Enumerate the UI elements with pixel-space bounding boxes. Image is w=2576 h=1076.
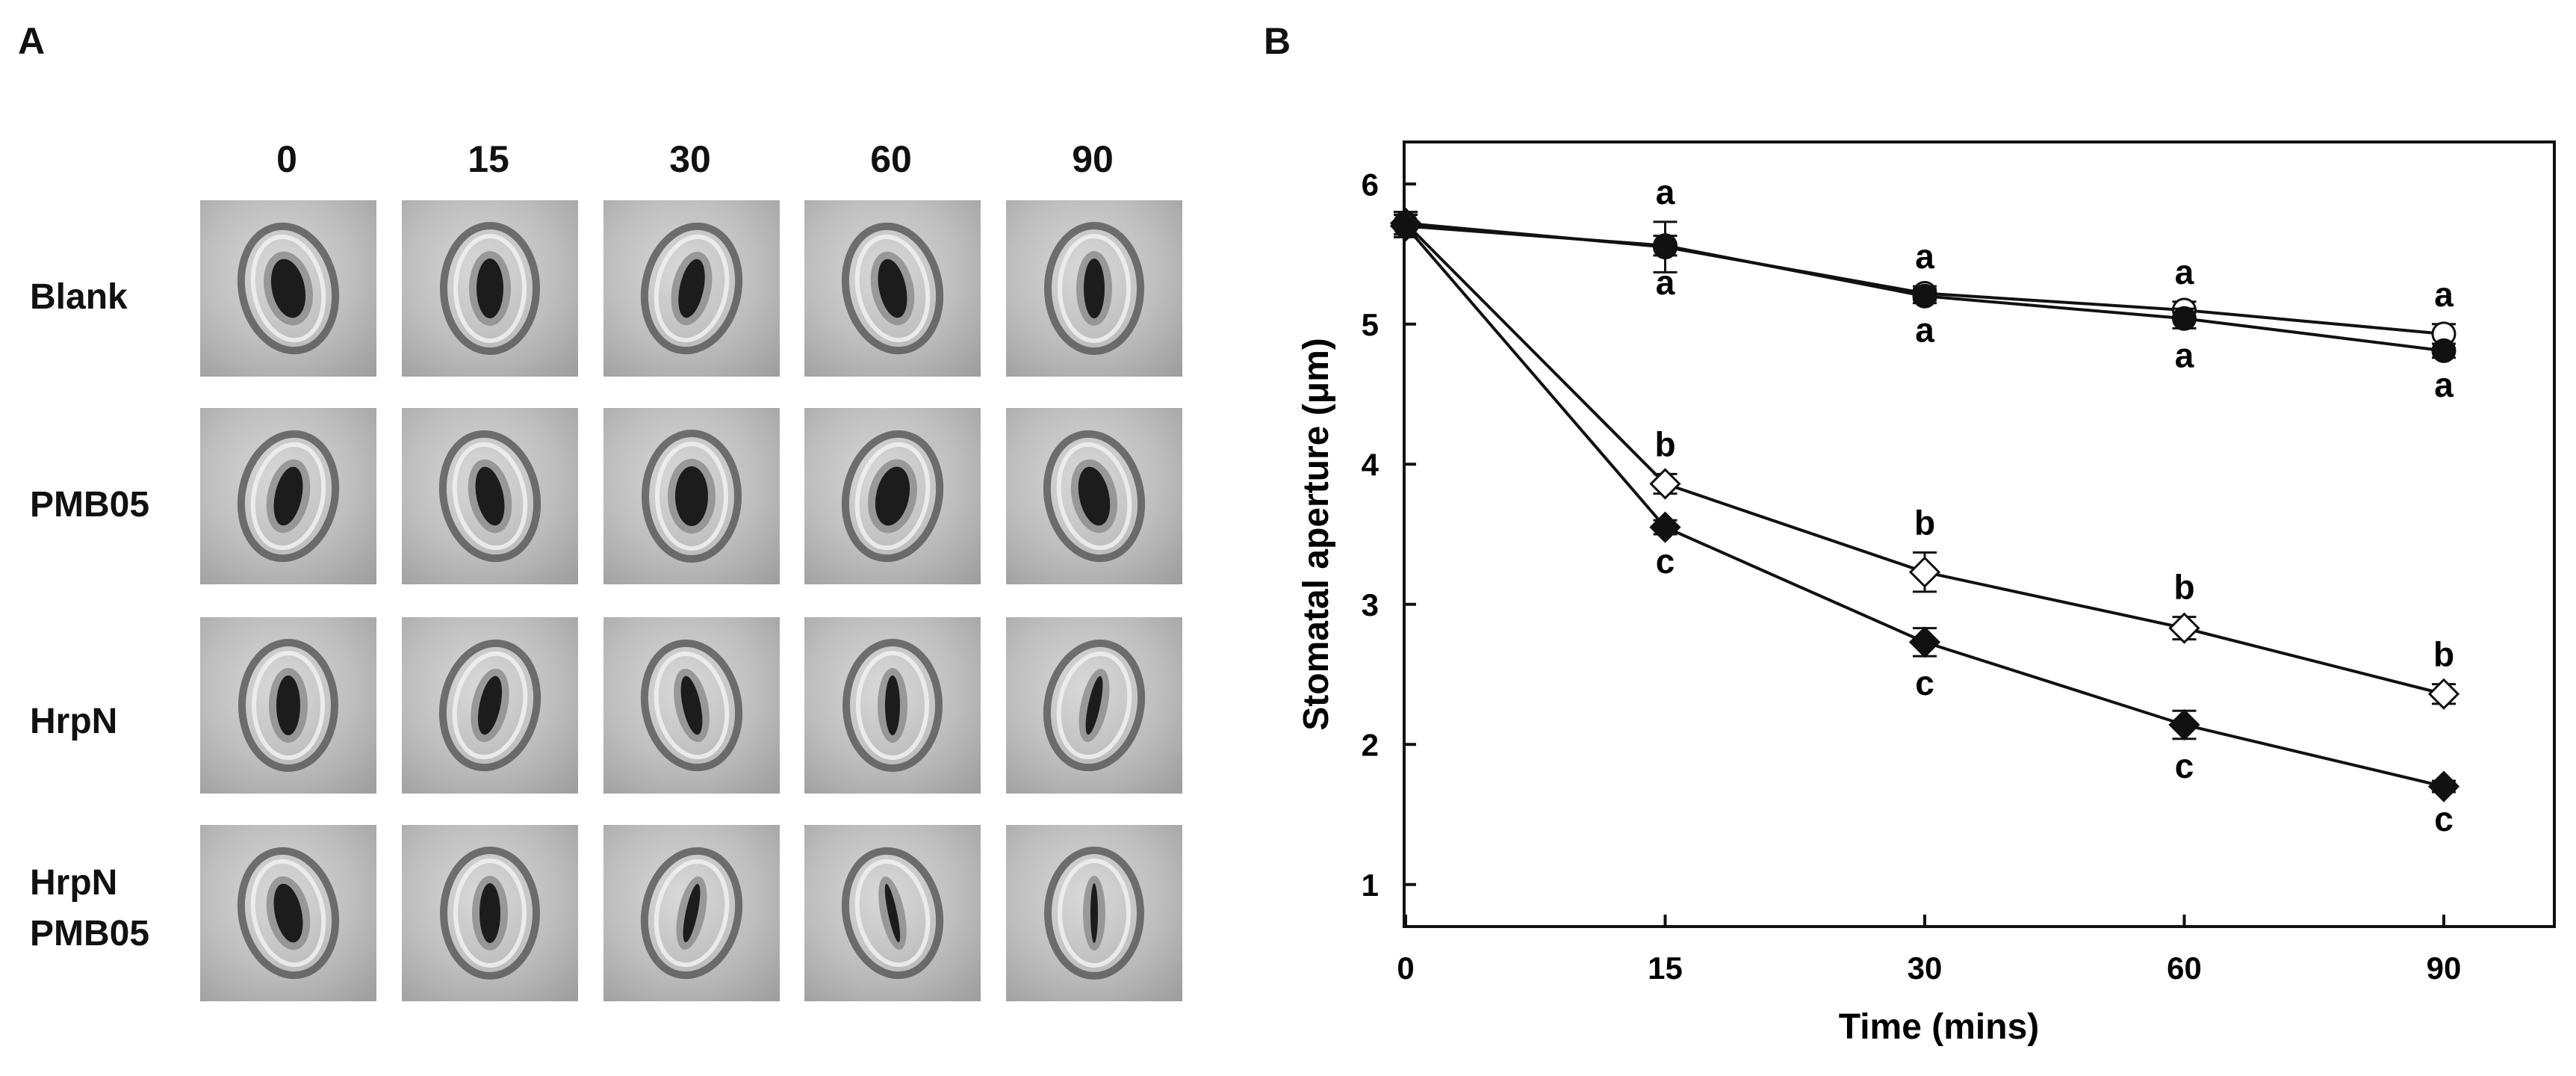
stomata-micrograph (804, 408, 981, 584)
significance-letter: a (2434, 365, 2454, 404)
stomata-micrograph (1006, 408, 1182, 584)
significance-letter: c (2175, 746, 2194, 785)
series-filled-diamond (1389, 210, 2460, 803)
data-point-circle (1912, 283, 1937, 309)
significance-letter: b (2433, 635, 2454, 674)
significance-letter: a (2175, 336, 2194, 374)
stomata-micrograph (603, 617, 780, 794)
significance-letter: c (1656, 542, 1675, 581)
significance-letter: a (1656, 173, 1675, 211)
significance-letter: a (1915, 237, 1934, 276)
column-header-60: 60 (870, 138, 912, 180)
data-point-circle (2431, 338, 2456, 363)
significance-letter: b (1914, 503, 1935, 542)
data-point-diamond (2168, 708, 2200, 741)
data-point-diamond (1649, 468, 1681, 500)
significance-letter: a (2175, 253, 2194, 291)
series-layer (1389, 207, 2460, 803)
x-axis-title: Time (mins) (1839, 1007, 2040, 1047)
x-tick-label: 15 (1648, 950, 1683, 986)
stomata-micrograph (200, 825, 376, 1001)
data-point-diamond (2168, 612, 2200, 644)
significance-letter: a (1656, 263, 1675, 302)
data-point-diamond (1389, 210, 1422, 242)
significance-letter: c (2434, 800, 2454, 838)
stomata-micrograph (603, 825, 780, 1001)
column-header-90: 90 (1072, 138, 1114, 180)
row-label-line: HrpN (30, 702, 118, 741)
x-tick-label: 90 (2427, 950, 2462, 986)
row-label-hrpn-pmb05: HrpN PMB05 (30, 858, 149, 959)
column-header-15: 15 (468, 138, 509, 180)
significance-letter: a (1915, 311, 1934, 350)
plot-frame (1403, 140, 2556, 928)
y-tick-label: 6 (1362, 167, 1379, 202)
column-header-30: 30 (669, 138, 711, 180)
stomata-micrograph (1006, 617, 1182, 794)
significance-letter: c (1915, 664, 1934, 702)
stomata-micrograph (402, 617, 578, 794)
row-label-pmb05: PMB05 (30, 480, 149, 531)
x-tick-label: 30 (1908, 950, 1943, 986)
y-tick-label: 5 (1362, 307, 1379, 342)
row-label-hrpn: HrpN (30, 696, 117, 747)
stomata-micrograph (804, 825, 981, 1001)
stomata-micrograph (200, 200, 376, 377)
data-point-diamond (1908, 626, 1941, 658)
panel-b-letter: B (1264, 20, 1291, 62)
y-tick-label: 3 (1362, 587, 1379, 622)
row-label-line: Blank (30, 277, 128, 317)
significance-letter: a (2434, 275, 2454, 314)
stomata-micrograph (1006, 825, 1182, 1001)
x-tick-label: 60 (2167, 950, 2202, 986)
stomata-micrograph (603, 408, 780, 584)
data-point-diamond (2427, 770, 2460, 803)
row-label-line: PMB05 (30, 485, 150, 525)
y-tick-label: 1 (1362, 868, 1379, 903)
column-header-0: 0 (276, 138, 297, 180)
y-axis-title: Stomatal aperture (μm) (1297, 338, 1336, 730)
row-label-line: HrpN (30, 863, 118, 903)
data-point-diamond (1908, 556, 1941, 588)
row-label-line: PMB05 (30, 914, 150, 953)
data-point-diamond (2427, 678, 2460, 710)
stomata-micrograph (603, 200, 780, 377)
x-tick-label: 0 (1397, 950, 1414, 986)
panel-a-letter: A (18, 20, 46, 62)
stomata-micrograph (402, 200, 578, 377)
stomata-micrograph (200, 408, 376, 584)
data-point-circle (2172, 306, 2197, 331)
y-tick-label: 2 (1362, 727, 1379, 762)
stomata-micrograph (402, 825, 578, 1001)
stomata-micrograph (402, 408, 578, 584)
row-label-blank: Blank (30, 272, 128, 323)
y-tick-label: 4 (1362, 447, 1379, 482)
data-point-circle (1653, 233, 1677, 259)
stomata-micrograph (200, 617, 376, 794)
data-point-diamond (1649, 511, 1681, 543)
significance-letter: b (2173, 568, 2194, 607)
significance-letter: b (1654, 424, 1675, 463)
stomata-micrograph (1006, 200, 1182, 377)
stomata-micrograph (804, 200, 981, 377)
stomata-micrograph (804, 617, 981, 794)
